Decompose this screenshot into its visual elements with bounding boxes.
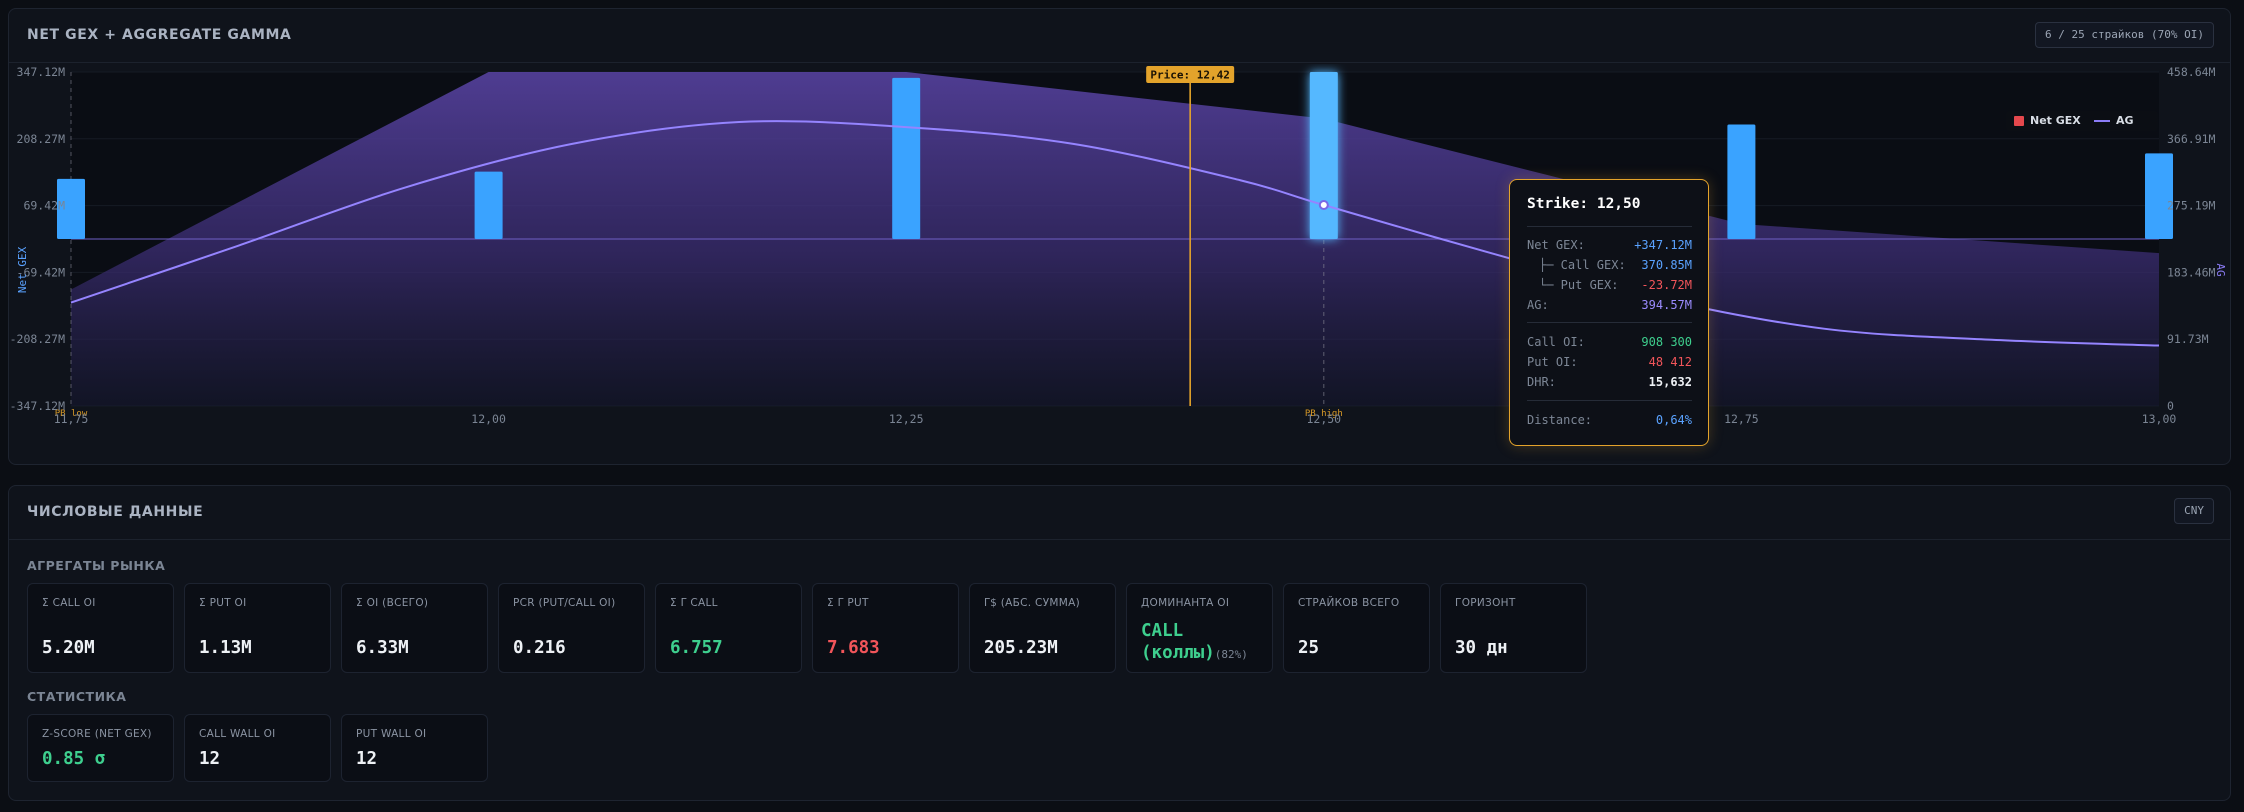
price-label-box [1146, 66, 1235, 83]
card-sum-put-oi: Σ PUT OI 1.13M [184, 583, 331, 673]
card-strikes-total: СТРАЙКОВ ВСЕГО 25 [1283, 583, 1430, 673]
tooltip-title: Strike: 12,50 [1527, 196, 1641, 212]
y-left-tick-label: 347.12M [17, 65, 66, 79]
tooltip-divider [1527, 226, 1692, 227]
net-gex-bar [1309, 72, 1338, 239]
y-left-tick-label: 69.42M [23, 199, 65, 213]
gex-chart[interactable]: Price: 12,42 PB low PB high 347.12M 208.27M… [9, 64, 2232, 464]
tooltip-divider [1527, 400, 1692, 401]
data-panel-title: ЧИСЛОВЫЕ ДАННЫЕ [27, 504, 204, 520]
net-gex-legend-label: Net GEX [2030, 114, 2081, 127]
card-sum-gamma-call: Σ Γ CALL 6.757 [655, 583, 802, 673]
card-sum-call-oi: Σ CALL OI 5.20M [27, 583, 174, 673]
x-tick-label: 11,75 [54, 412, 89, 426]
y-left-tick-label: -69.42M [17, 265, 66, 279]
tooltip-row-ag: AG: 394.57M [1527, 298, 1692, 312]
card-horizon: ГОРИЗОНТ 30 дн [1440, 583, 1587, 673]
ag-line [70, 120, 2160, 347]
tooltip-row-call-gex: ├─ Call GEX: 370.85M [1539, 258, 1692, 272]
dominant-oi-value: CALL (коллы)(82%) [1141, 621, 1248, 663]
tooltip-row-call-oi: Call OI: 908 300 [1527, 335, 1692, 349]
y-right-axis-label: AG [2214, 263, 2227, 276]
y-left-axis-label: Net GEX [16, 246, 29, 293]
tooltip-row-dhr: DHR: 15,632 [1527, 375, 1692, 389]
numeric-data-panel: ЧИСЛОВЫЕ ДАННЫЕ CNY АГРЕГАТЫ РЫНКА Σ CAL… [8, 485, 2231, 801]
chart-legend: Net GEX AG [2006, 111, 2158, 131]
net-gex-bar [474, 171, 503, 239]
x-tick-label: 12,50 [1306, 412, 1341, 426]
card-call-wall-oi: CALL WALL OI 12 [184, 714, 331, 782]
market-aggregates-heading: АГРЕГАТЫ РЫНКА [27, 558, 166, 573]
y-right-tick-label: 91.73M [2167, 332, 2209, 346]
chart-panel-title: NET GEX + AGGREGATE GAMMA [27, 27, 292, 43]
card-sum-gamma-put: Σ Γ PUT 7.683 [812, 583, 959, 673]
y-right-tick-label: 183.46M [2167, 265, 2216, 279]
hover-point [1318, 200, 1329, 211]
gex-chart-panel: NET GEX + AGGREGATE GAMMA 6 / 25 страйко… [8, 8, 2231, 465]
y-right-tick-label: 366.91M [2167, 132, 2216, 146]
x-tick-label: 13,00 [2142, 412, 2177, 426]
tooltip-row-net-gex: Net GEX: +347.12M [1527, 238, 1692, 252]
y-left-tick-label: 208.27M [17, 132, 66, 146]
y-left-tick-label: -208.27M [10, 332, 65, 346]
ag-legend-label: AG [2116, 114, 2134, 127]
x-tick-label: 12,25 [889, 412, 924, 426]
x-tick-label: 12,00 [471, 412, 506, 426]
tooltip-divider [1527, 322, 1692, 323]
net-gex-bar [1727, 124, 1756, 239]
card-gamma-dollar-abs-sum: Γ$ (АБС. СУММА) 205.23M [969, 583, 1116, 673]
net-gex-bar [2145, 153, 2173, 239]
card-dominant-oi: ДОМИНАНТА OI CALL (коллы)(82%) [1126, 583, 1273, 673]
price-label: Price: 12,42 [1150, 69, 1229, 82]
card-pcr: PCR (PUT/CALL OI) 0.216 [498, 583, 645, 673]
strikes-badge[interactable]: 6 / 25 страйков (70% OI) [2035, 22, 2214, 48]
net-gex-bar [57, 178, 85, 239]
y-right-tick-label: 458.64M [2167, 65, 2216, 79]
tooltip-row-put-oi: Put OI: 48 412 [1527, 355, 1692, 369]
pb-low-label: PB low [55, 409, 88, 419]
y-left-tick-label: -347.12M [10, 399, 65, 413]
currency-badge[interactable]: CNY [2174, 498, 2214, 524]
ag-legend-swatch [2094, 120, 2110, 122]
tooltip-row-distance: Distance: 0,64% [1527, 413, 1692, 427]
tooltip-row-put-gex: └─ Put GEX: -23.72M [1539, 278, 1692, 292]
strike-tooltip: Strike: 12,50 Net GEX: +347.12M ├─ Call G… [1509, 179, 1709, 446]
net-gex-bar [892, 77, 921, 239]
statistics-heading: СТАТИСТИКА [27, 689, 127, 704]
chart-panel-header: NET GEX + AGGREGATE GAMMA 6 / 25 страйко… [9, 9, 2230, 63]
net-gex-legend-swatch [2014, 116, 2024, 126]
pb-high-label: PB high [1305, 409, 1343, 419]
card-sum-oi-total: Σ OI (ВСЕГО) 6.33M [341, 583, 488, 673]
y-right-tick-label: 0 [2167, 399, 2174, 413]
data-panel-header: ЧИСЛОВЫЕ ДАННЫЕ CNY [9, 486, 2230, 540]
card-put-wall-oi: PUT WALL OI 12 [341, 714, 488, 782]
y-right-tick-label: 275.19M [2167, 199, 2216, 213]
card-z-score: Z-SCORE (NET GEX) 0.85 σ [27, 714, 174, 782]
x-tick-label: 12,75 [1724, 412, 1759, 426]
